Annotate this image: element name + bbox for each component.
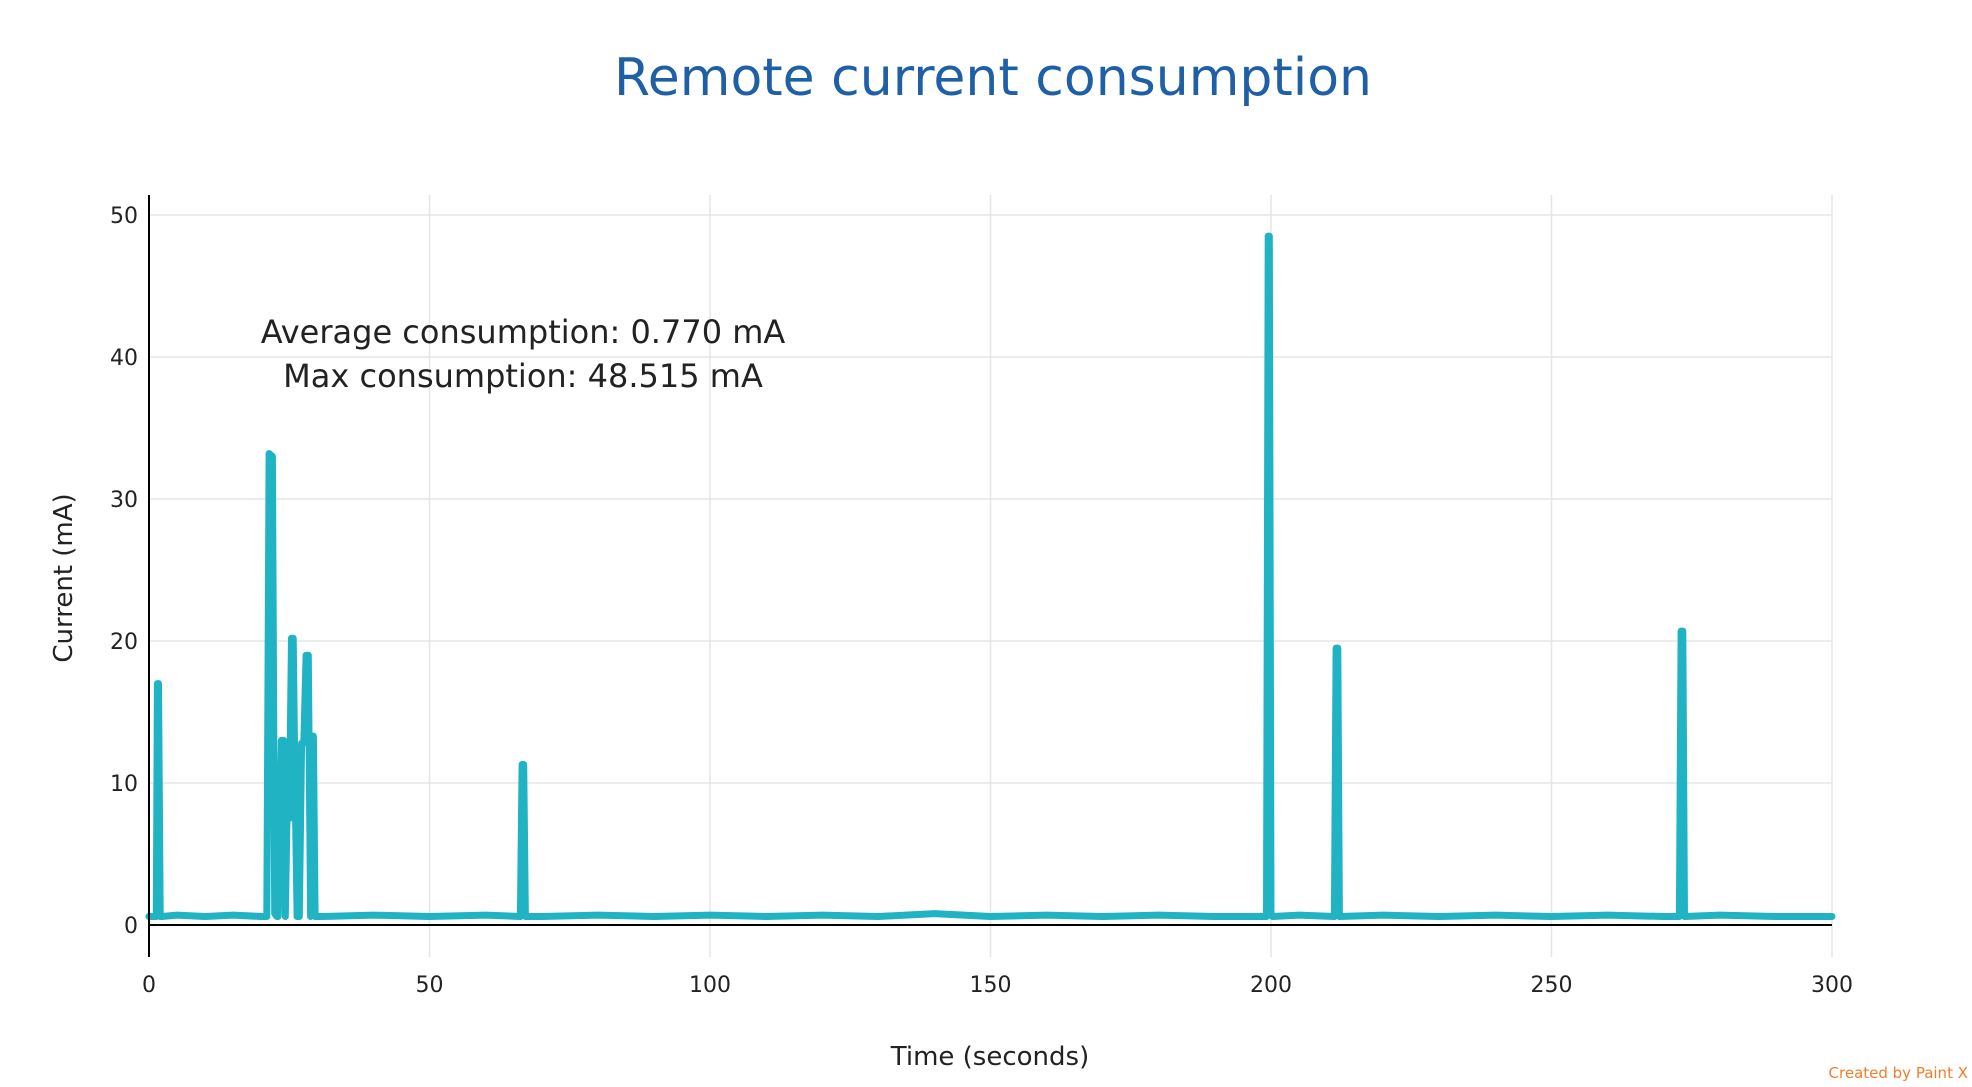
y-tick-label: 50 <box>110 204 138 229</box>
average-consumption-annotation: Average consumption: 0.770 mA <box>261 313 786 351</box>
x-tick-label: 300 <box>1811 973 1853 998</box>
x-tick-label: 250 <box>1531 973 1573 998</box>
y-tick-label: 10 <box>110 772 138 797</box>
y-tick-label: 20 <box>110 630 138 655</box>
tick-labels: 0 50 100 150 200 250 300 0 10 20 30 40 50 <box>110 204 1853 998</box>
y-axis-title: Current (mA) <box>49 493 79 662</box>
axes <box>148 195 1832 957</box>
grid <box>149 195 1833 957</box>
credit-label: Created by Paint X <box>1829 1064 1968 1082</box>
chart-title: Remote current consumption <box>614 48 1372 108</box>
series-area <box>145 232 1836 920</box>
x-axis-title: Time (seconds) <box>890 1042 1089 1072</box>
x-tick-label: 0 <box>142 973 156 998</box>
x-tick-label: 50 <box>416 973 444 998</box>
x-tick-label: 100 <box>689 973 731 998</box>
y-tick-label: 30 <box>110 488 138 513</box>
y-tick-label: 0 <box>124 914 138 939</box>
x-tick-label: 150 <box>970 973 1012 998</box>
x-tick-label: 200 <box>1250 973 1292 998</box>
max-consumption-annotation: Max consumption: 48.515 mA <box>283 357 763 395</box>
y-tick-label: 40 <box>110 346 138 371</box>
current-series-line <box>145 232 1836 920</box>
